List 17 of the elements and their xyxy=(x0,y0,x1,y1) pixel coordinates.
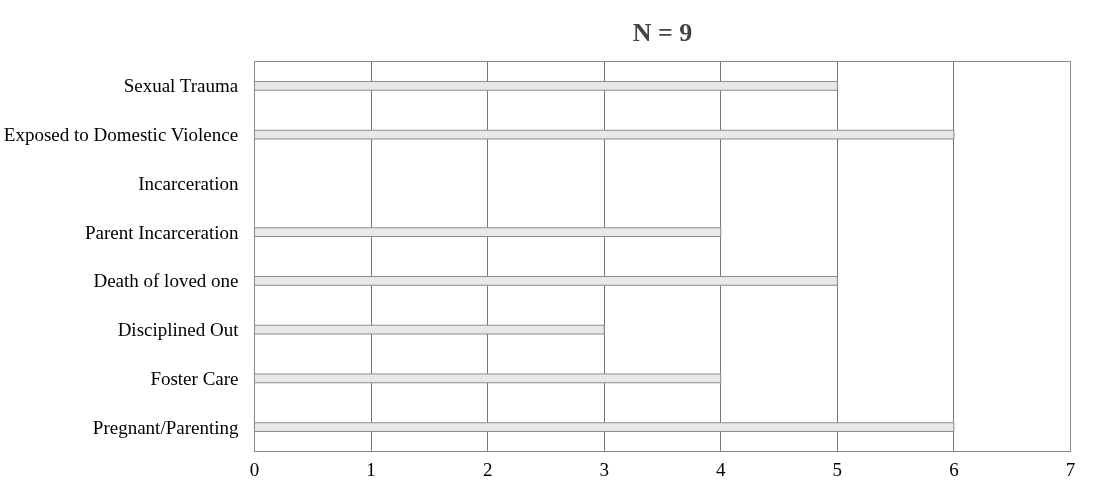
x-tick-label: 0 xyxy=(249,458,260,480)
y-tick-label: Pregnant/Parenting xyxy=(92,416,239,438)
x-tick-label: 4 xyxy=(716,458,727,480)
x-tick-label: 2 xyxy=(482,458,493,480)
x-tick-label: 6 xyxy=(949,458,959,480)
y-tick-label: Disciplined Out xyxy=(117,319,240,341)
x-tick-label: 7 xyxy=(1065,458,1076,480)
y-tick-label: Exposed to Domestic Violence xyxy=(3,124,239,146)
y-tick-label: Incarceration xyxy=(138,172,239,194)
y-tick-label: Sexual Trauma xyxy=(123,75,239,97)
chart-title: N = 9 xyxy=(632,17,693,47)
y-tick-label: Death of loved one xyxy=(93,270,239,292)
x-tick-label: 5 xyxy=(832,458,843,480)
y-tick-label: Parent Incarceration xyxy=(85,221,239,243)
x-tick-label: 1 xyxy=(366,458,376,480)
y-tick-label: Foster Care xyxy=(150,367,239,389)
x-tick-label: 3 xyxy=(599,458,609,480)
